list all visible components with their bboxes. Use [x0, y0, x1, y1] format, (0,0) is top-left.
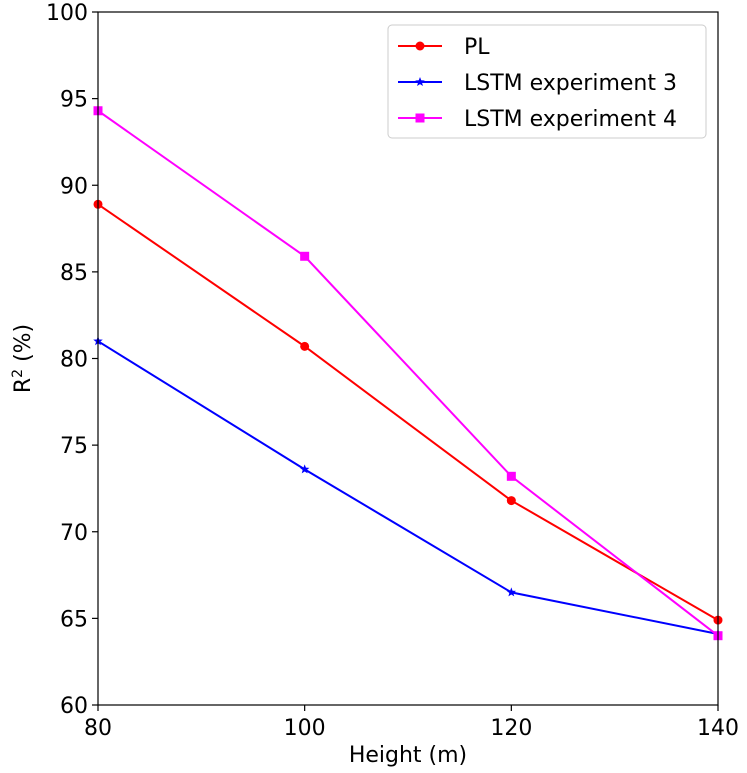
x-tick-label: 140 [697, 716, 739, 741]
y-tick-label: 75 [60, 434, 88, 459]
y-axis-title-base: R [11, 378, 36, 393]
series-line [97, 340, 719, 635]
legend: PL LSTM experiment 3 LSTM experiment 4 [387, 24, 707, 139]
y-tick-label: 70 [60, 521, 88, 546]
x-tick-label: 80 [84, 716, 112, 741]
y-tick-label: 85 [60, 261, 88, 286]
x-tick-label: 100 [284, 716, 326, 741]
y-tick-label: 90 [60, 174, 88, 199]
y-axis-title: R2 (%) [10, 324, 36, 393]
series-layer [93, 106, 723, 641]
data-point-marker [300, 251, 310, 261]
x-tick-label: 120 [490, 716, 532, 741]
x-axis-title: Height (m) [349, 743, 467, 768]
y-tick-label: 60 [60, 694, 88, 719]
y-tick-label: 80 [60, 348, 88, 373]
y-tick-label: 65 [60, 607, 88, 632]
series-line [97, 109, 719, 637]
legend-item-1: LSTM experiment 3 [398, 71, 677, 96]
series-line [97, 203, 719, 621]
legend-item-0: PL [398, 35, 490, 60]
legend-swatch-marker [415, 77, 425, 87]
legend-box [387, 24, 707, 139]
y-tick-label: 100 [46, 1, 88, 26]
y-axis-title-superscript: 2 [10, 369, 26, 378]
legend-swatch-marker [415, 113, 425, 123]
data-point-marker [506, 496, 516, 506]
series-2 [93, 106, 723, 641]
legend-label: LSTM experiment 3 [464, 71, 677, 96]
axes-layer: 60 65 70 75 80 85 90 95 100 80 100 120 140 [46, 1, 739, 741]
y-tick-label: 95 [60, 88, 88, 113]
series-0 [93, 199, 723, 625]
legend-item-2: LSTM experiment 4 [398, 107, 677, 132]
y-axis-title-rest: (%) [11, 324, 36, 369]
series-1 [93, 336, 723, 639]
data-point-marker [506, 471, 516, 481]
data-point-marker [299, 464, 310, 474]
legend-swatch-marker [415, 41, 425, 51]
data-point-marker [300, 341, 310, 351]
data-point-marker [506, 587, 517, 597]
legend-label: PL [464, 35, 490, 60]
legend-label: LSTM experiment 4 [464, 107, 677, 132]
